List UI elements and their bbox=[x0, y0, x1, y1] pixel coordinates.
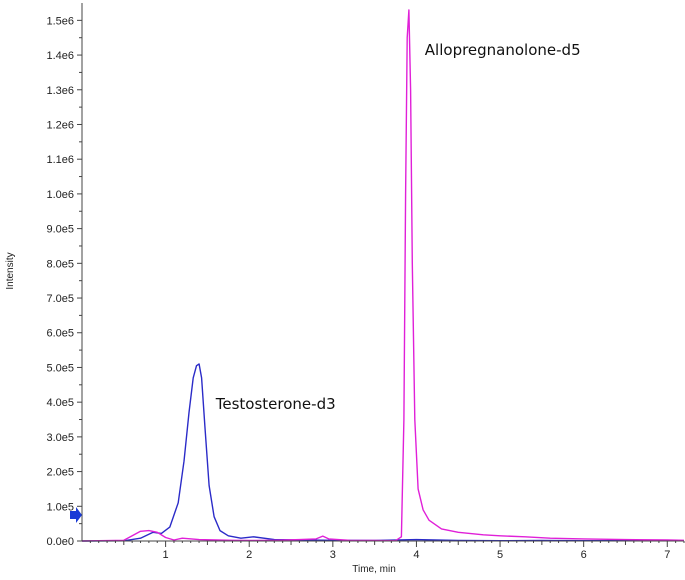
y-tick-label: 1.4e6 bbox=[46, 50, 74, 62]
y-tick-label: 1.2e6 bbox=[46, 119, 74, 131]
y-tick-label: 1.0e6 bbox=[46, 189, 74, 201]
x-tick-label: 3 bbox=[330, 549, 336, 561]
y-tick-label: 1.3e6 bbox=[46, 85, 74, 97]
series-line-2 bbox=[81, 9, 685, 542]
peak-annotation: Allopregnanolone-d5 bbox=[425, 41, 581, 59]
y-tick-label: 5.0e5 bbox=[46, 362, 74, 374]
y-tick-label: 3.0e5 bbox=[46, 432, 74, 444]
x-tick-label: 7 bbox=[664, 549, 670, 561]
y-tick-label: 0.0e0 bbox=[46, 536, 74, 548]
x-tick-label: 4 bbox=[413, 549, 419, 561]
x-tick-label: 2 bbox=[246, 549, 252, 561]
y-tick-label: 7.0e5 bbox=[46, 293, 74, 305]
baseline-marker-arrow bbox=[70, 506, 82, 523]
y-tick-label: 1.0e5 bbox=[46, 501, 74, 513]
y-tick-label: 1.1e6 bbox=[46, 154, 74, 166]
x-tick-label: 6 bbox=[581, 549, 587, 561]
y-tick-label: 4.0e5 bbox=[46, 397, 74, 409]
y-axis-title: Intensity bbox=[5, 252, 16, 289]
x-tick-label: 1 bbox=[163, 549, 169, 561]
y-tick-label: 2.0e5 bbox=[46, 467, 74, 479]
x-tick-label: 5 bbox=[497, 549, 503, 561]
y-tick-label: 8.0e5 bbox=[46, 258, 74, 270]
y-tick-label: 9.0e5 bbox=[46, 224, 74, 236]
y-tick-label: 1.5e6 bbox=[46, 15, 74, 27]
y-tick-label: 6.0e5 bbox=[46, 328, 74, 340]
x-axis-title: Time, min bbox=[352, 564, 396, 575]
peak-annotation: Testosterone-d3 bbox=[215, 395, 336, 413]
series-line-1 bbox=[81, 363, 685, 542]
